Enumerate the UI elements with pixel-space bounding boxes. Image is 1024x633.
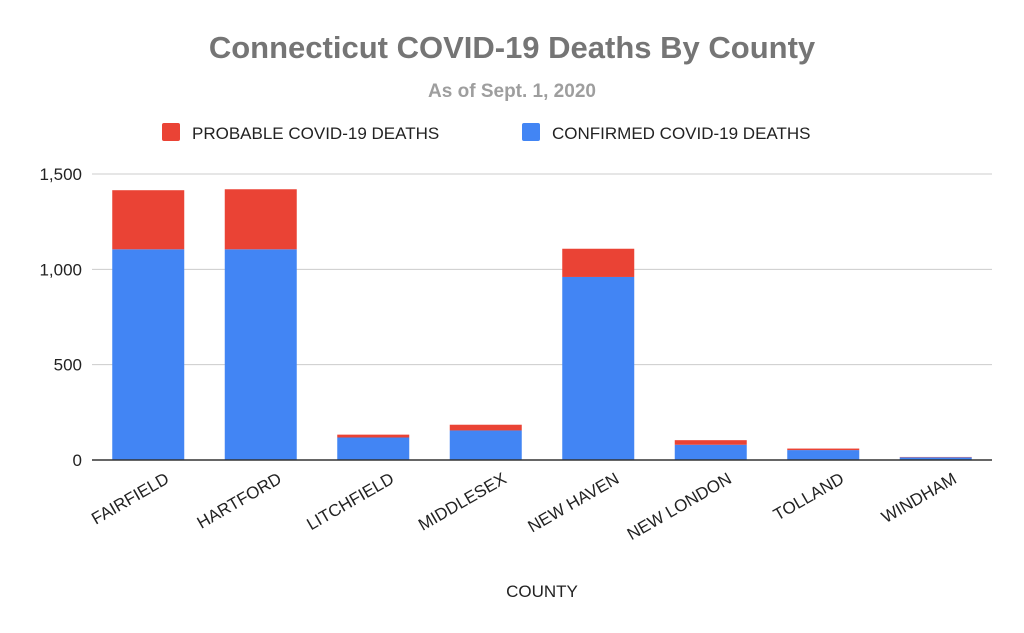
legend: PROBABLE COVID-19 DEATHS CONFIRMED COVID… <box>162 123 811 143</box>
bar-confirmed-fairfield <box>112 249 185 460</box>
legend-label-confirmed: CONFIRMED COVID-19 DEATHS <box>552 124 811 143</box>
bar-probable-middlesex <box>449 424 522 431</box>
y-tick-label: 1,500 <box>39 165 82 184</box>
x-tick-label: MIDDLESEX <box>415 469 510 535</box>
bar-confirmed-new-haven <box>562 276 635 460</box>
bar-probable-litchfield <box>337 434 410 438</box>
bar-confirmed-tolland <box>787 450 860 460</box>
bars <box>112 189 972 460</box>
bar-probable-tolland <box>787 448 860 451</box>
x-axis-title: COUNTY <box>506 582 578 601</box>
y-axis-ticks: 0 500 1,000 1,500 <box>39 165 82 470</box>
x-axis-labels: FAIRFIELD HARTFORD LITCHFIELD MIDDLESEX NEW … <box>88 469 959 544</box>
x-tick-label: LITCHFIELD <box>303 469 397 534</box>
chart-title: Connecticut COVID-19 Deaths By County <box>209 30 816 65</box>
y-tick-label: 1,000 <box>39 260 82 279</box>
x-tick-label: WINDHAM <box>878 469 959 527</box>
x-tick-label: NEW LONDON <box>624 469 735 544</box>
bar-confirmed-middlesex <box>449 430 522 460</box>
legend-swatch-probable <box>162 123 180 141</box>
y-tick-label: 500 <box>54 356 82 375</box>
x-tick-label: NEW HAVEN <box>525 469 623 536</box>
chart-subtitle: As of Sept. 1, 2020 <box>428 81 596 102</box>
bar-confirmed-windham <box>899 457 972 460</box>
x-tick-label: HARTFORD <box>194 469 285 533</box>
bar-confirmed-new-london <box>674 444 747 460</box>
bar-probable-fairfield <box>112 190 185 250</box>
y-tick-label: 0 <box>73 451 82 470</box>
legend-swatch-confirmed <box>522 123 540 141</box>
bar-probable-new-london <box>674 440 747 445</box>
bar-probable-hartford <box>224 189 297 250</box>
x-tick-label: FAIRFIELD <box>88 469 172 528</box>
bar-confirmed-hartford <box>224 249 297 460</box>
x-tick-label: TOLLAND <box>770 469 847 525</box>
bar-probable-new-haven <box>562 248 635 277</box>
legend-label-probable: PROBABLE COVID-19 DEATHS <box>192 124 439 143</box>
bar-confirmed-litchfield <box>337 437 410 460</box>
